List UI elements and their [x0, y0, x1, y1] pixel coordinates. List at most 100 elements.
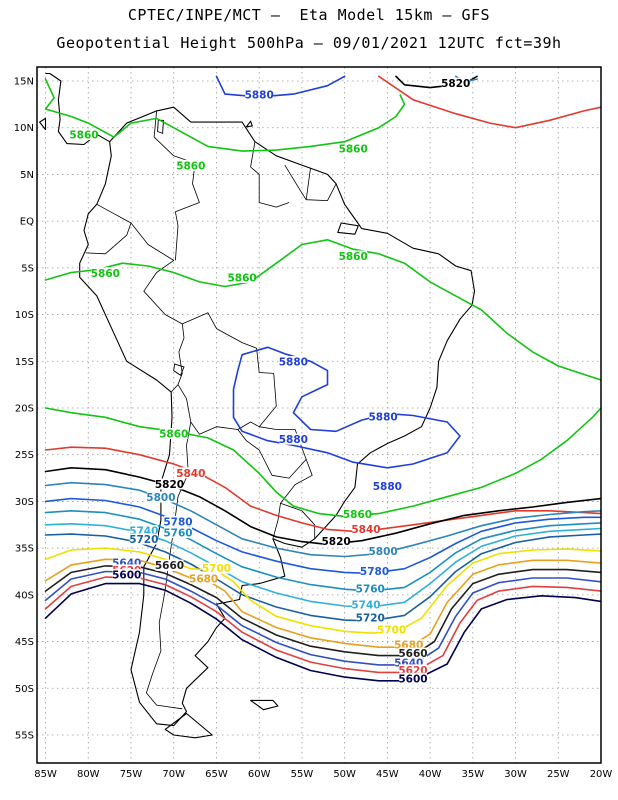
contour-label-background	[70, 129, 98, 141]
latitude-label: 5N	[20, 170, 34, 181]
contour-label-background	[373, 480, 402, 492]
contour-label-background	[228, 272, 257, 284]
contour-label: 5880	[373, 481, 402, 493]
contour-line-5760	[44, 510, 601, 592]
contour-label: 5720	[129, 534, 158, 546]
contour-line-5880	[215, 75, 346, 98]
longitude-labels: 85W 80W 75W 70W 65W 60W 55W 50W 45W 40W 35W 30W 25W 2…	[34, 769, 612, 780]
map-frame	[36, 66, 602, 764]
longitude-label: 80W	[77, 769, 100, 780]
contour-label-background	[343, 508, 372, 520]
contour-label: 5800	[146, 492, 175, 504]
contour-label: 5860	[339, 144, 368, 156]
contour-label: 5860	[343, 509, 372, 521]
longitude-label: 70W	[162, 769, 185, 780]
contour-label: 5720	[356, 613, 385, 625]
contour-label-background	[369, 411, 398, 423]
coastline	[164, 712, 213, 739]
latitude-label: 30S	[15, 497, 34, 508]
country-border	[284, 164, 307, 200]
contour-label: 5880	[279, 357, 308, 369]
country-border	[280, 459, 313, 504]
country-border	[85, 203, 132, 255]
longitude-label: 50W	[333, 769, 356, 780]
contour-label-background	[202, 562, 231, 574]
latitude-label: 35S	[15, 544, 34, 555]
contour-label: 5600	[112, 570, 141, 582]
longitude-label: 40W	[419, 769, 442, 780]
contour-label-background	[164, 527, 192, 539]
contour-label-background	[441, 77, 470, 89]
contour-label: 5840	[176, 468, 205, 480]
country-border	[153, 110, 200, 261]
longitude-label: 30W	[504, 769, 527, 780]
country-border	[237, 426, 307, 479]
latitude-label: 10S	[15, 310, 34, 321]
contour-label: 5780	[163, 516, 192, 528]
lat-lon-grid	[37, 67, 602, 763]
latitude-label: 45S	[15, 637, 34, 648]
country-border	[182, 312, 277, 427]
contour-label: 5860	[91, 268, 120, 280]
contour-label-background	[356, 612, 385, 624]
country-border	[305, 167, 337, 201]
contour-label: 5820	[441, 78, 470, 90]
longitude-label: 75W	[120, 769, 143, 780]
latitude-label: 5S	[21, 263, 34, 274]
latitude-label: 10N	[14, 123, 34, 134]
contour-line-5860	[44, 407, 601, 518]
contour-label-background	[155, 559, 184, 571]
longitude-label: 35W	[462, 769, 485, 780]
contour-label-background	[394, 639, 423, 651]
contour-line-5840	[378, 75, 601, 129]
longitude-label: 85W	[34, 769, 57, 780]
contour-line-5780	[44, 497, 601, 575]
contour-label-background	[112, 556, 141, 568]
contour-label-background	[356, 583, 385, 595]
contour-label: 5760	[163, 528, 192, 540]
contour-line-5640	[44, 570, 601, 666]
longitude-label: 25W	[547, 769, 570, 780]
contour-line-5820	[44, 467, 601, 546]
contour-label: 5800	[368, 546, 397, 558]
contour-label: 5740	[351, 599, 380, 611]
latitude-label: 20S	[15, 403, 34, 414]
contour-label: 5680	[189, 573, 218, 585]
contour-label: 5700	[377, 625, 406, 637]
contour-label: 5820	[155, 479, 184, 491]
contour-label: 5860	[159, 429, 188, 441]
coastline	[250, 699, 279, 711]
contour-label-background	[245, 88, 274, 100]
contour-line-5800	[44, 481, 601, 558]
latitude-label: 15S	[15, 357, 34, 368]
coastline	[337, 222, 359, 235]
contour-label-background	[112, 569, 141, 581]
latitude-label: 15N	[14, 77, 34, 88]
contour-label: 5880	[245, 89, 274, 101]
contour-label-background	[279, 356, 308, 368]
latitude-labels: 15N 10N 5N EQ 5S 10S 15S 20S 25S 30S 35S 40S 45S 50S 5…	[14, 77, 34, 742]
contour-line-5600	[44, 582, 601, 682]
contour-label-background	[129, 525, 158, 537]
country-border	[272, 502, 316, 539]
country-border	[170, 323, 185, 393]
contour-label: 5860	[176, 160, 205, 172]
coastline	[245, 120, 253, 128]
contour-label-background	[394, 656, 423, 668]
contour-line-5660	[44, 565, 601, 657]
longitude-label: 60W	[248, 769, 271, 780]
longitude-label: 45W	[376, 769, 399, 780]
contour-line-5620	[44, 576, 601, 674]
contour-label: 5700	[202, 563, 231, 575]
contour-label-background	[352, 523, 380, 535]
contour-label-background	[164, 515, 192, 527]
contour-label-background	[399, 664, 427, 676]
contour-label: 5600	[398, 673, 427, 685]
contour-label: 5820	[321, 536, 350, 548]
contour-label: 5880	[279, 434, 308, 446]
contour-line-5860	[44, 78, 406, 152]
contour-labels: 5880 5820 5860 5860 5860 5860 5860 5860 5880 5880…	[69, 77, 470, 685]
latitude-label: 50S	[15, 684, 34, 695]
contour-label-background	[339, 143, 368, 155]
